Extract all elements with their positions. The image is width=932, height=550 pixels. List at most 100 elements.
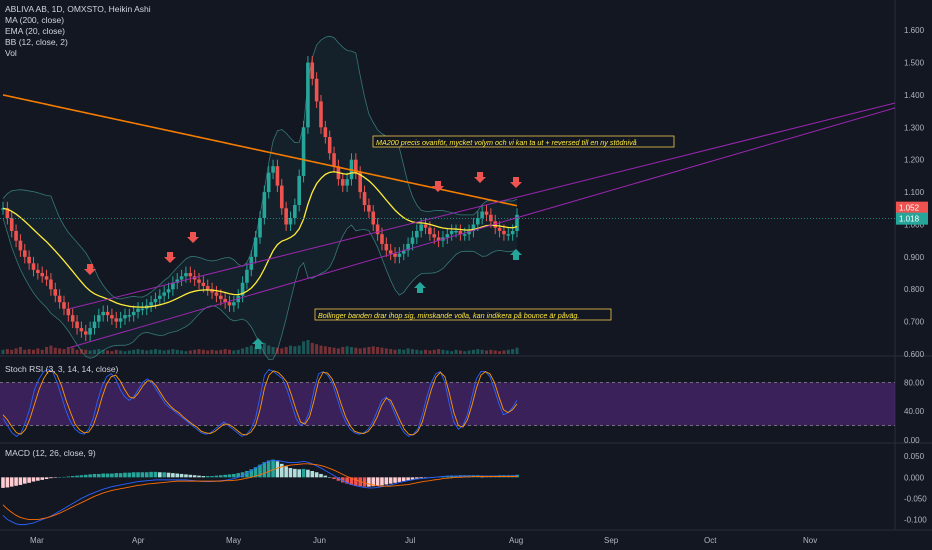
volume-bar <box>158 349 162 354</box>
candle-body <box>201 282 206 286</box>
volume-bar <box>149 349 153 354</box>
ema20-line <box>2 171 518 308</box>
macd-histogram-bar <box>293 468 297 478</box>
volume-bar <box>445 350 449 354</box>
volume-bar <box>53 347 57 354</box>
candle-body <box>467 230 471 235</box>
volume-bar <box>1 349 5 354</box>
volume-bar <box>428 350 432 354</box>
macd-histogram-bar <box>162 472 166 478</box>
volume-bar <box>14 348 18 354</box>
volume-bar <box>380 347 384 354</box>
sell-arrow <box>510 177 522 188</box>
candle-body <box>88 328 92 335</box>
candle-body <box>153 298 158 303</box>
macd-histogram-bar <box>218 475 223 478</box>
volume-bar <box>441 349 445 354</box>
macd-histogram-bar <box>92 473 97 478</box>
volume-bar <box>92 349 96 354</box>
candle-body <box>397 253 402 257</box>
candle-body <box>162 292 166 296</box>
candle-body <box>9 218 14 231</box>
candle-body <box>27 256 31 264</box>
volume-bar <box>288 345 292 354</box>
candle-body <box>423 224 428 228</box>
candle-body <box>327 137 332 154</box>
macd-histogram-bar <box>375 477 380 486</box>
macd-histogram-bar <box>14 477 18 486</box>
macd-histogram-bar <box>40 477 45 480</box>
sell-arrow <box>84 264 96 275</box>
macd-histogram-bar <box>144 472 149 478</box>
volume-bar <box>175 349 179 354</box>
candle-body <box>179 276 184 280</box>
volume-bar <box>84 349 88 354</box>
macd-histogram-bar <box>75 475 79 478</box>
candle-body <box>445 234 450 238</box>
candle-body <box>18 240 23 251</box>
stoch-rsi-tick-label: 0.00 <box>904 436 920 445</box>
candle-body <box>462 234 467 236</box>
candle-body <box>218 295 223 299</box>
candle-body <box>319 101 323 128</box>
volume-bar <box>219 349 223 354</box>
volume-bar <box>197 349 201 354</box>
macd-tick-label: 0.050 <box>904 452 925 461</box>
macd-histogram-bar <box>262 462 267 478</box>
stoch-rsi-d-line <box>2 370 518 436</box>
volume-bar <box>71 347 75 354</box>
macd-histogram-bar <box>179 473 184 478</box>
macd-histogram-bar <box>258 464 262 478</box>
volume-bar <box>454 349 458 354</box>
volume-bar <box>5 349 9 354</box>
volume-bar <box>132 349 136 354</box>
macd-histogram-bar <box>319 473 323 478</box>
macd-histogram-bar <box>419 477 423 479</box>
candle-body <box>188 273 193 277</box>
chart-legend: ABLIVA AB, 1D, OMXSTO, Heikin Ashi MA (2… <box>5 4 151 59</box>
annotation-box <box>372 135 675 148</box>
candle-body <box>301 127 306 176</box>
candle-body <box>197 279 201 283</box>
volume-bar <box>502 350 506 354</box>
candle-body <box>484 211 489 215</box>
macd-histogram-bar <box>397 477 402 482</box>
volume-bar <box>23 349 27 354</box>
macd-histogram-bar <box>284 466 288 478</box>
macd-histogram-bar <box>44 477 49 480</box>
volume-bar <box>62 349 66 354</box>
volume-bar <box>424 349 428 354</box>
buy-arrow <box>510 249 522 260</box>
buy-arrow <box>414 282 426 293</box>
chart-title: ABLIVA AB, 1D, OMXSTO, Heikin Ashi <box>5 4 151 14</box>
volume-bar <box>498 351 502 354</box>
volume-bar <box>406 348 410 354</box>
time-axis-label: Mar <box>30 536 44 545</box>
candle-body <box>362 192 367 206</box>
macd-histogram-bar <box>445 476 450 478</box>
macd-tick-label: 0.000 <box>904 473 925 482</box>
last-price-label: 1.052 <box>899 204 920 213</box>
volume-bar <box>97 349 101 354</box>
candle-body <box>62 302 66 309</box>
price-tick-label: 1.400 <box>904 91 925 100</box>
time-axis-label: May <box>226 536 241 545</box>
volume-bar <box>323 346 327 354</box>
macd-histogram-bar <box>105 473 110 478</box>
candle-body <box>489 214 493 222</box>
macd-histogram-bar <box>406 477 410 481</box>
candle-body <box>171 282 175 290</box>
volume-bar <box>402 349 406 354</box>
candle-body <box>245 269 249 283</box>
candle-body <box>393 253 397 257</box>
macd-histogram-bar <box>227 474 232 478</box>
volume-bar <box>310 342 314 354</box>
candle-body <box>110 315 114 319</box>
candle-body <box>454 230 458 233</box>
volume-bar <box>367 347 371 354</box>
macd-histogram-bar <box>101 473 105 478</box>
annotation-bottom-text: Bollinger banden drar ihop sig, minskand… <box>318 311 579 320</box>
price-tick-label: 0.800 <box>904 285 925 294</box>
price-tick-label: 0.900 <box>904 253 925 262</box>
